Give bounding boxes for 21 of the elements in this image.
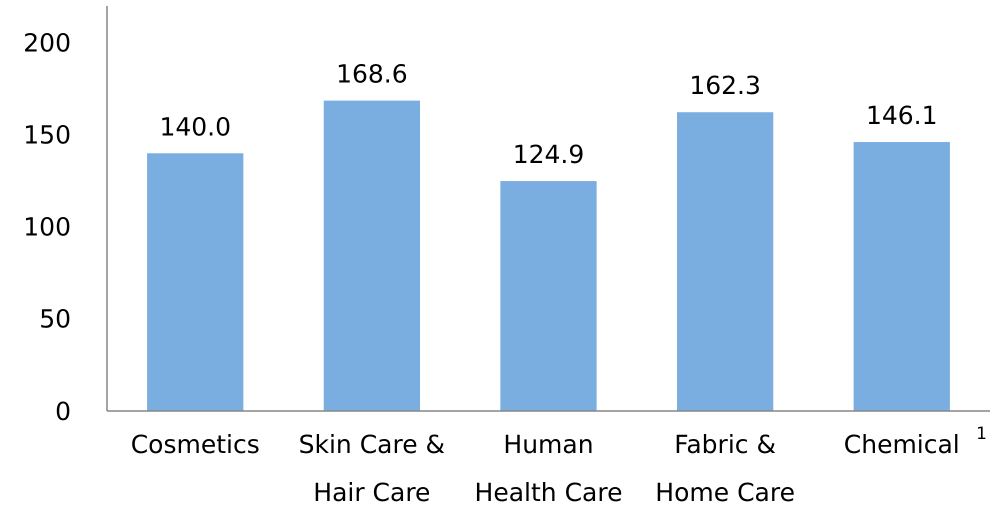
text: 1 — [976, 424, 987, 444]
y-tick-label: 150 — [23, 120, 71, 150]
data-label: 168.6 — [336, 60, 408, 89]
y-tick-label: 50 — [39, 304, 71, 334]
data-label: 140.0 — [159, 112, 232, 142]
y-tick-label: 100 — [23, 212, 71, 242]
x-tick-label: Chemical — [844, 430, 960, 459]
x-tick-label: Cosmetics — [130, 430, 260, 459]
x-tick-label: Fabric & Home Care — [655, 430, 795, 507]
x-tick-label: Skin Care & Hair Care — [298, 430, 446, 507]
y-tick-label: 0 — [55, 396, 71, 426]
data-label: 162.3 — [689, 71, 761, 100]
x-tick-label: Human Health Care — [474, 430, 622, 507]
bar — [854, 142, 950, 411]
data-label: 124.9 — [512, 140, 584, 170]
data-label: 146.1 — [866, 101, 938, 130]
bar — [500, 181, 597, 411]
bar — [324, 100, 420, 411]
bar — [677, 112, 774, 411]
bar — [147, 153, 244, 411]
y-tick-label: 200 — [23, 28, 71, 58]
